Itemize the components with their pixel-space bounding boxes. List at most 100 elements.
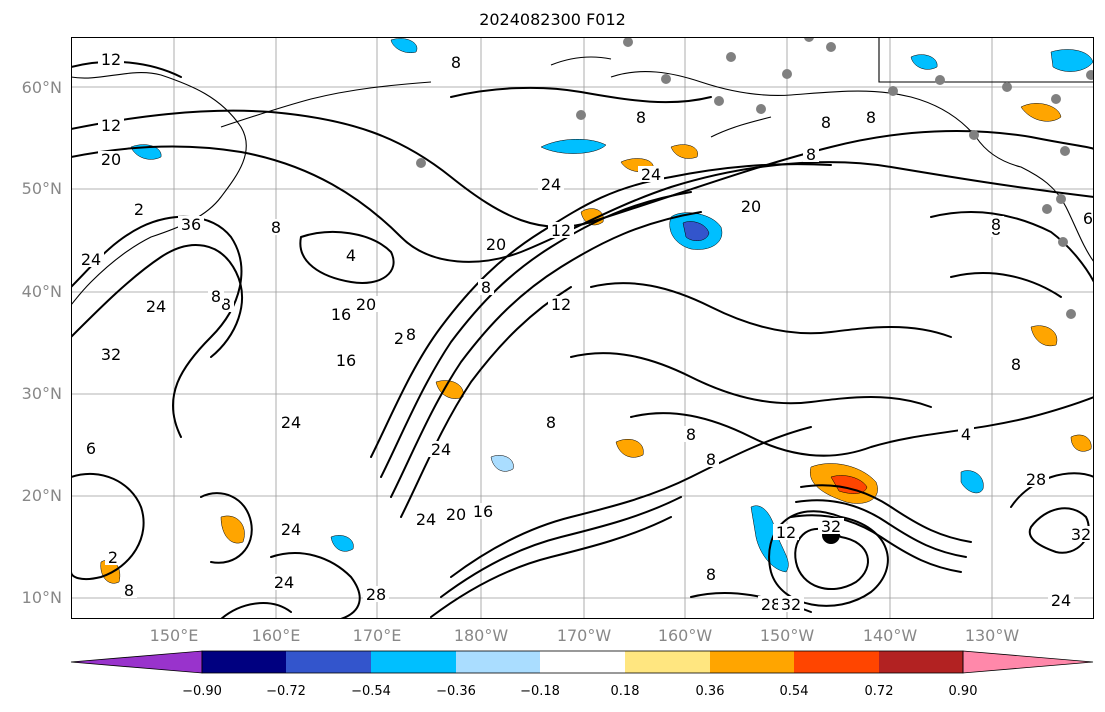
contour-label-background [470, 503, 496, 519]
contour-label-background [638, 166, 664, 182]
latitude-label-50n: 50°N [21, 179, 62, 198]
colorbar-extend-low [70, 650, 203, 674]
latitude-label-30n: 30°N [21, 384, 62, 403]
contour-label: 32 [781, 595, 801, 614]
contour-label-background [268, 219, 284, 235]
colorbar-tick-label: 0.36 [695, 684, 725, 699]
contour-label-background [818, 114, 834, 130]
contour-label-background [178, 216, 204, 232]
contour-label-background [863, 109, 879, 125]
coastlines [71, 37, 1094, 306]
contour-label: 8 [211, 287, 221, 306]
contour-label-background [413, 511, 439, 527]
contour-label-background [803, 146, 819, 162]
longitude-label-180w: 180°W [453, 626, 509, 645]
colorbar-segment [710, 651, 794, 673]
colorbar-extend-high [962, 650, 1094, 674]
latitude-label-20n: 20°N [21, 486, 62, 505]
longitude-label-130w: 130°W [964, 626, 1020, 645]
contour-label-background [363, 586, 389, 602]
contour-label: 16 [336, 351, 356, 370]
contour-label-background [758, 596, 784, 612]
colorbar-segment [625, 651, 710, 673]
contour-label-background [208, 288, 224, 304]
contour-label-background [1048, 592, 1074, 608]
colorbar [70, 650, 1094, 674]
contour-label-background [683, 426, 699, 442]
contour-label-background [538, 176, 564, 192]
contour-label-background [778, 596, 804, 612]
colorbar-segment [540, 651, 625, 673]
longitude-label-140w: 140°W [862, 626, 918, 645]
contour-label-background [703, 566, 719, 582]
colorbar-segment [794, 651, 879, 673]
longitude-label-170w: 170°W [556, 626, 612, 645]
contour-label-background [1068, 526, 1094, 542]
contour-label-background [105, 549, 121, 565]
contour-label: 20 [356, 295, 376, 314]
contour-label: 8 [686, 425, 696, 444]
contour-label-background [703, 451, 719, 467]
shaded-anomaly-patches [100, 38, 1094, 584]
longitude-label-160w: 160°W [657, 626, 713, 645]
contour-label-background [773, 524, 799, 540]
contour-label: 8 [706, 565, 716, 584]
colorbar-tick-label: −0.54 [351, 684, 391, 699]
contour-label: 32 [101, 345, 121, 364]
contour-label-background [328, 306, 354, 322]
contour-label: 8 [821, 113, 831, 132]
contour-label: 20 [486, 235, 506, 254]
map-title: 2024082300 F012 [479, 10, 626, 29]
contour-label-background [483, 236, 509, 252]
contour-label: 6 [86, 439, 96, 458]
contour-label: 24 [274, 573, 294, 592]
contour-label-background [98, 346, 124, 362]
contour-label: 36 [181, 215, 201, 234]
colorbar-tick-label: 0.72 [864, 684, 894, 699]
longitude-label-170e: 170°E [352, 626, 402, 645]
contour-label: 12 [551, 295, 571, 314]
contour-label: 24 [641, 165, 661, 184]
contour-label: 8 [1011, 355, 1021, 374]
colorbar-tick-label: −0.72 [266, 684, 306, 699]
contour-label: 12 [101, 116, 121, 135]
longitude-label-150e: 150°E [149, 626, 199, 645]
contour-label: 16 [331, 305, 351, 324]
contour-label-background [428, 441, 454, 457]
contour-label: 12 [101, 50, 121, 69]
contour-label-background [1008, 356, 1024, 372]
contour-label: 4 [961, 425, 971, 444]
contour-label: 32 [821, 517, 841, 536]
contour-label-background [448, 54, 464, 70]
colorbar-tick-label: 0.54 [779, 684, 809, 699]
contour-label-background [278, 414, 304, 430]
contour-label-background [958, 426, 974, 442]
contour-label: 28 [1026, 470, 1046, 489]
contour-label: 24 [1051, 591, 1071, 610]
colorbar-segment [286, 651, 371, 673]
longitude-label-150w: 150°W [759, 626, 815, 645]
colorbar-tick-label: −0.36 [436, 684, 476, 699]
contour-label: 24 [431, 440, 451, 459]
contour-label: 24 [416, 510, 436, 529]
contour-label-background [353, 296, 379, 312]
contour-label-background [633, 109, 649, 125]
contour-label: 24 [541, 175, 561, 194]
contour-label: 6 [1083, 209, 1093, 228]
colorbar-segment [879, 651, 963, 673]
map-panel: 1288820812242364202412206824816208216624… [71, 37, 1094, 619]
contour-label: 24 [281, 413, 301, 432]
longitude-label-160e: 160°E [251, 626, 301, 645]
contour-label-background [988, 216, 1004, 232]
contour-label: 8 [406, 325, 416, 344]
contour-label: 2 [108, 548, 118, 567]
contour-label-background [98, 117, 124, 133]
contour-label: 20 [101, 150, 121, 169]
contour-label-background [271, 574, 297, 590]
contour-label-background [478, 279, 494, 295]
contour-label: 8 [636, 108, 646, 127]
contour-label: 8 [706, 450, 716, 469]
contour-label-background [818, 518, 844, 534]
contour-label: 24 [281, 520, 301, 539]
contour-label-background [78, 251, 104, 267]
